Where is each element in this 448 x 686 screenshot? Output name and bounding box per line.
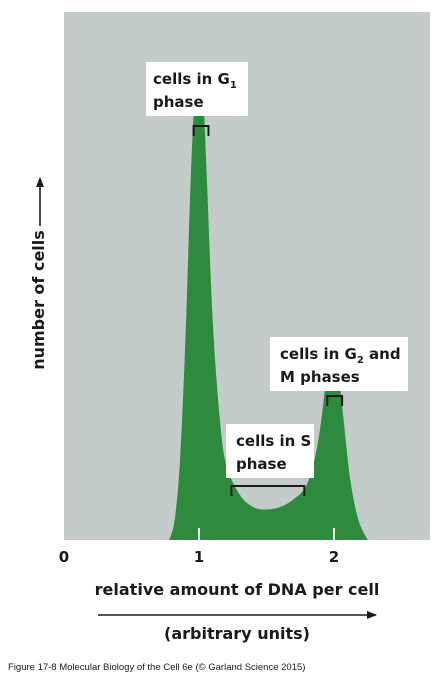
g2m-label-line2: M phases <box>280 368 360 386</box>
x-tick-label: 1 <box>194 548 204 566</box>
g2m-label: cells in G2 and <box>280 345 401 366</box>
s-label-line2: phase <box>236 455 287 473</box>
x-axis-label: relative amount of DNA per cell <box>95 580 380 599</box>
figure-caption: Figure 17-8 Molecular Biology of the Cel… <box>8 662 305 673</box>
x-tick-label: 2 <box>329 548 339 566</box>
g1-label: cells in G1 <box>153 70 237 91</box>
x-axis-units: (arbitrary units) <box>164 624 310 643</box>
s-label: cells in S <box>236 432 311 450</box>
g1-label-line2: phase <box>153 93 204 111</box>
data-area-series <box>169 67 368 540</box>
annotation-bracket <box>326 395 344 406</box>
x-tick-label: 0 <box>59 548 69 566</box>
annotation-bracket <box>230 485 306 496</box>
s-label-box <box>226 424 314 478</box>
g1-label-box <box>146 62 248 116</box>
g2m-label-box <box>270 337 408 391</box>
y-axis-label: number of cells <box>29 230 48 370</box>
annotation-bracket <box>192 125 210 136</box>
